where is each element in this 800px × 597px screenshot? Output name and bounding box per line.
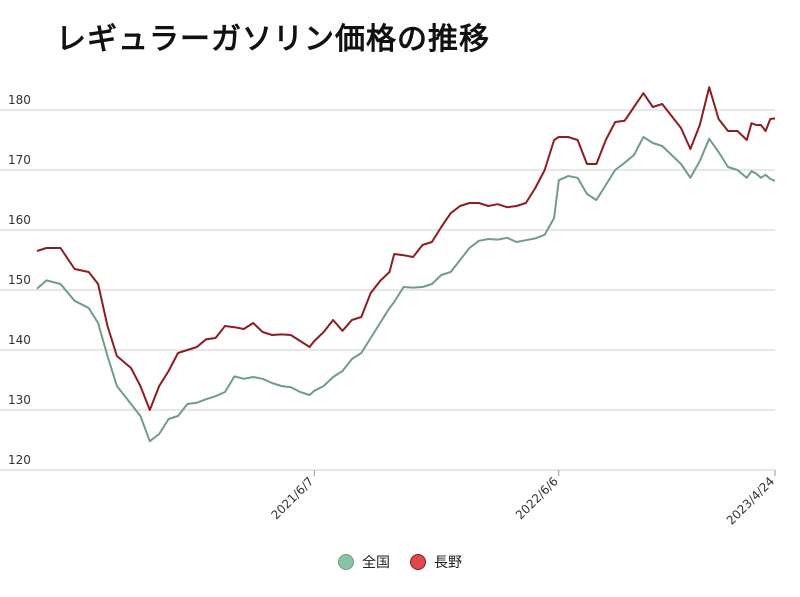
legend-label-nagano: 長野 <box>434 555 462 571</box>
y-tick-label-170: 170 <box>8 153 31 167</box>
y-tick-label-160: 160 <box>8 213 31 227</box>
series-lines <box>36 86 776 443</box>
x-tick-label-2: 2023/4/24 <box>724 474 777 527</box>
legend-swatch-nagano <box>410 554 426 570</box>
legend-item-nagano[interactable]: 長野 <box>410 552 462 572</box>
legend-swatch-national <box>338 554 354 570</box>
legend-label-national: 全国 <box>362 555 390 571</box>
y-tick-label-180: 180 <box>8 93 31 107</box>
x-axis-ticks: 2021/6/7 2022/6/6 2023/4/24 <box>268 470 777 528</box>
y-tick-label-130: 130 <box>8 393 31 407</box>
chart-title: レギュラーガソリン価格の推移 <box>56 22 490 57</box>
series-line-0 <box>36 136 776 443</box>
legend: 全国 長野 <box>0 552 800 572</box>
y-tick-label-120: 120 <box>8 453 31 467</box>
gridlines <box>0 109 775 471</box>
series-line-1 <box>36 86 776 411</box>
x-tick-label-1: 2022/6/6 <box>513 474 561 522</box>
y-tick-label-150: 150 <box>8 273 31 287</box>
legend-item-national[interactable]: 全国 <box>338 552 390 572</box>
y-tick-label-140: 140 <box>8 333 31 347</box>
x-tick-label-0: 2021/6/7 <box>268 474 316 522</box>
y-axis-ticks: 120 130 140 150 160 170 180 <box>8 93 31 467</box>
